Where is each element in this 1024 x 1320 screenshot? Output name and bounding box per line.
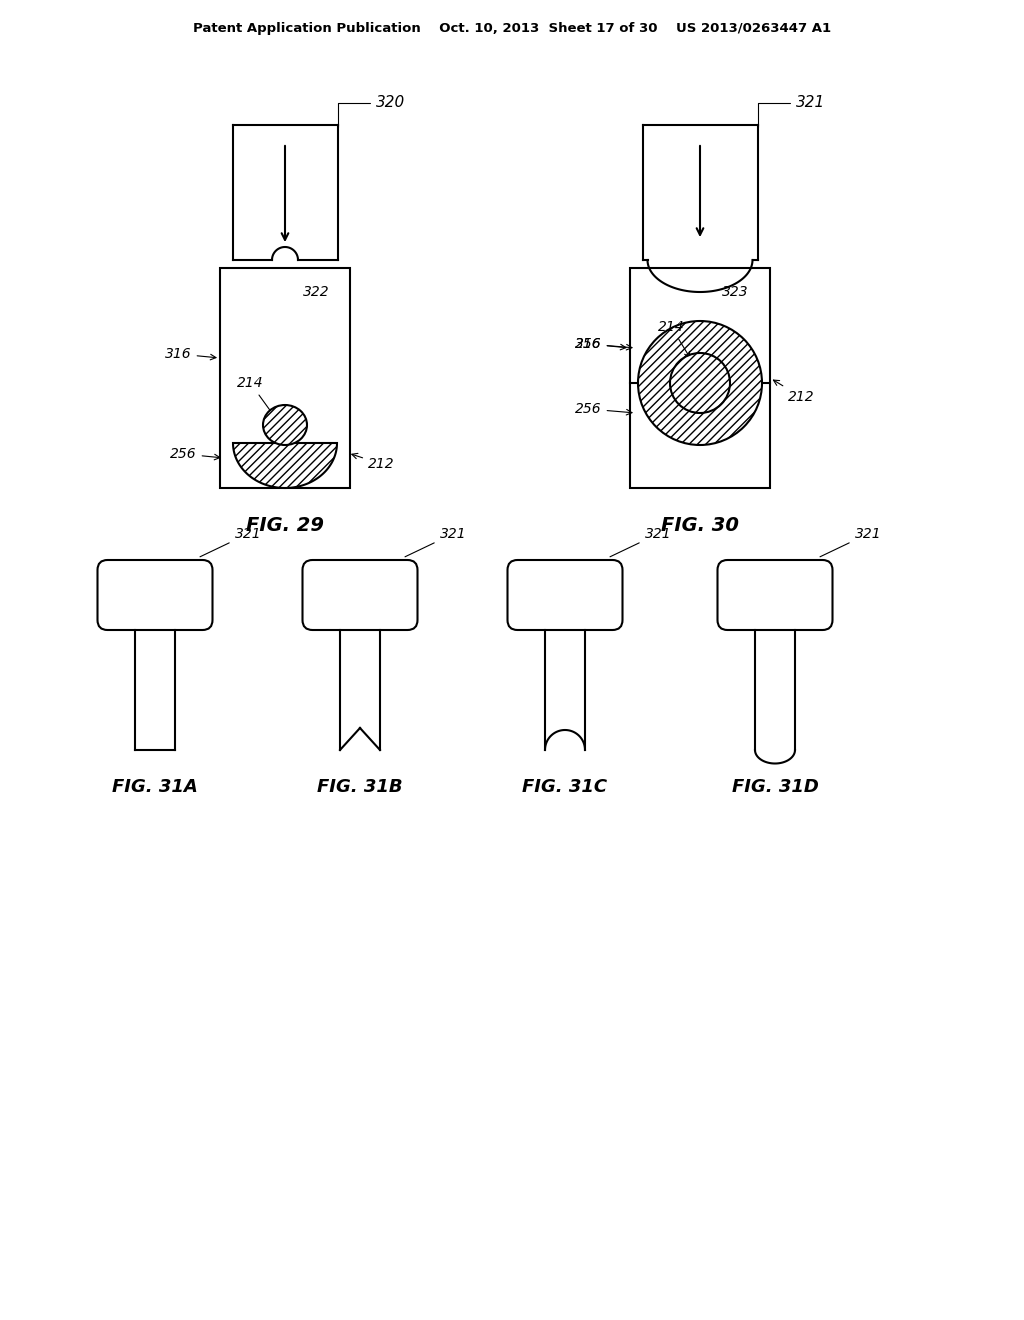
Text: 256: 256 (575, 403, 632, 416)
Text: 316: 316 (165, 347, 216, 360)
Circle shape (638, 321, 762, 445)
Text: FIG. 31C: FIG. 31C (522, 777, 607, 796)
FancyBboxPatch shape (97, 560, 213, 630)
Text: 256: 256 (170, 447, 220, 461)
FancyBboxPatch shape (508, 560, 623, 630)
Text: 321: 321 (820, 527, 881, 557)
Text: 321: 321 (200, 527, 261, 557)
Text: 214: 214 (237, 376, 274, 417)
Ellipse shape (263, 405, 307, 445)
Text: 212: 212 (352, 453, 394, 471)
Text: 322: 322 (303, 285, 330, 300)
Text: 321: 321 (406, 527, 466, 557)
Text: 214: 214 (658, 319, 690, 358)
Text: 212: 212 (773, 380, 815, 404)
Text: 320: 320 (338, 95, 404, 127)
Text: Patent Application Publication    Oct. 10, 2013  Sheet 17 of 30    US 2013/02634: Patent Application Publication Oct. 10, … (193, 22, 831, 36)
Text: FIG. 31B: FIG. 31B (317, 777, 402, 796)
Text: 321: 321 (758, 95, 824, 127)
Circle shape (670, 352, 730, 413)
Text: 323: 323 (722, 285, 749, 300)
Bar (630, 268, 770, 488)
FancyBboxPatch shape (302, 560, 418, 630)
Text: 316: 316 (575, 337, 626, 351)
Text: FIG. 30: FIG. 30 (662, 516, 739, 535)
Bar (220, 268, 350, 488)
Text: FIG. 31D: FIG. 31D (731, 777, 818, 796)
FancyBboxPatch shape (718, 560, 833, 630)
Text: FIG. 31A: FIG. 31A (112, 777, 198, 796)
Text: FIG. 29: FIG. 29 (246, 516, 324, 535)
Text: 256: 256 (575, 337, 632, 351)
Polygon shape (233, 444, 337, 488)
Text: 321: 321 (610, 527, 671, 557)
